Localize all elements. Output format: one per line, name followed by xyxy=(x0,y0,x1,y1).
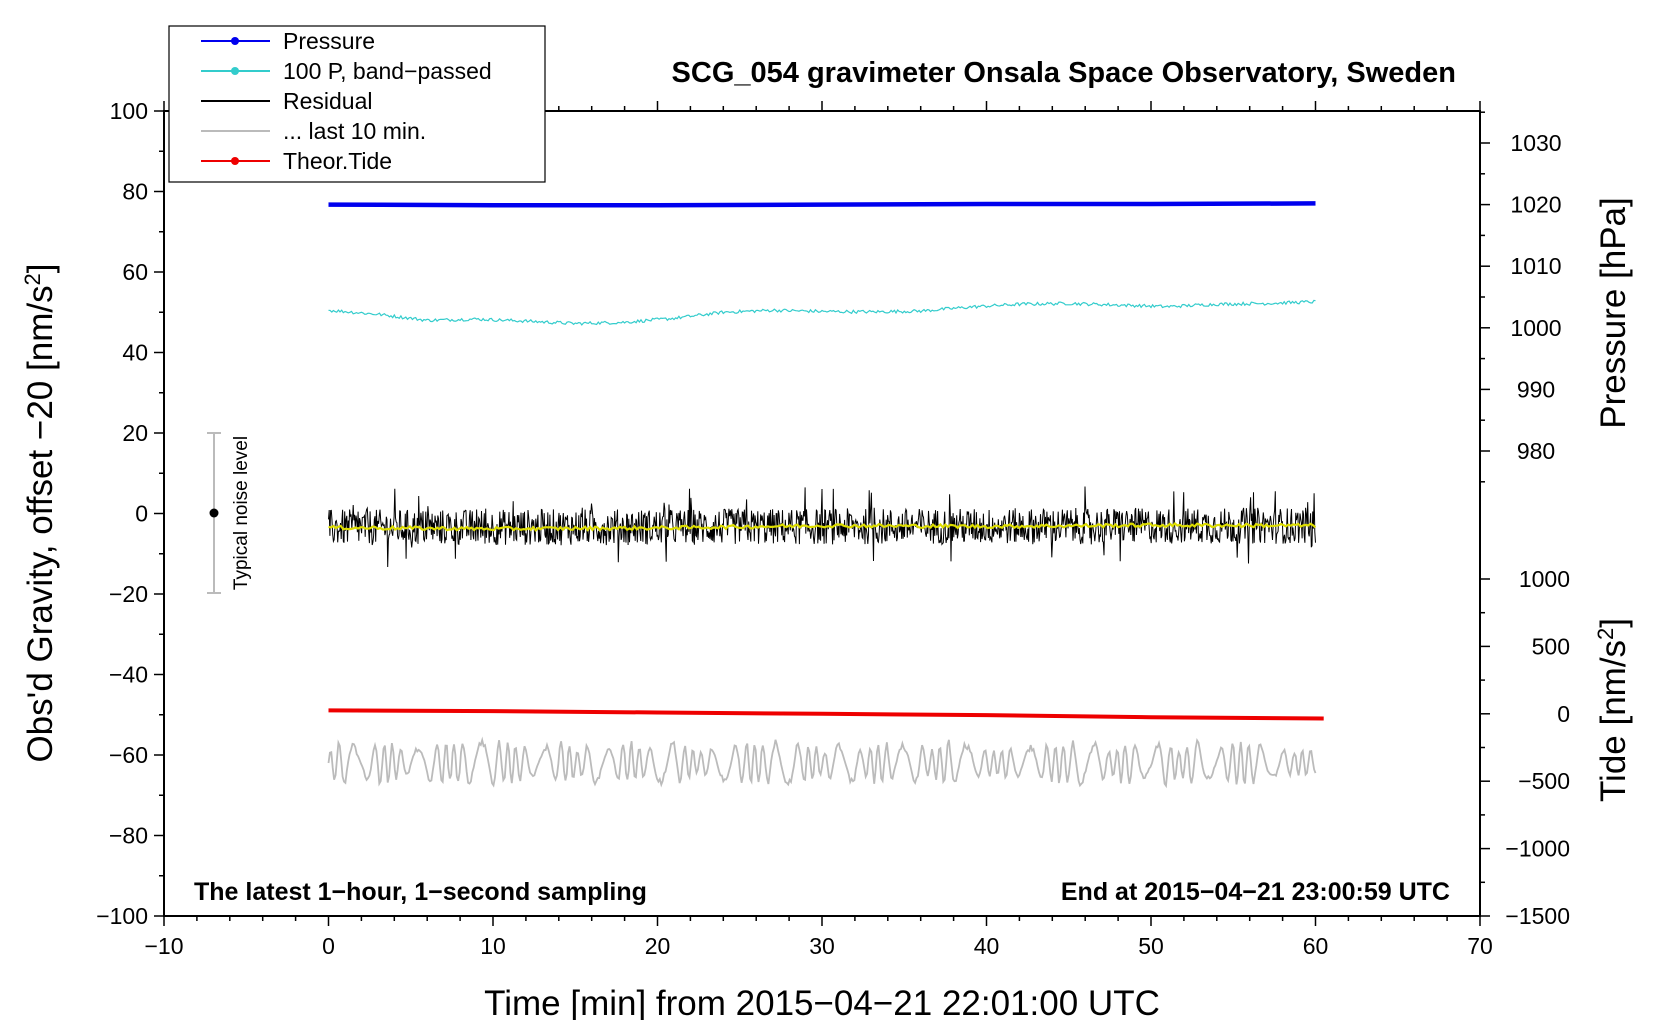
chart-title: SCG_054 gravimeter Onsala Space Observat… xyxy=(672,57,1456,89)
legend-marker xyxy=(231,157,239,165)
y-tick-label: 20 xyxy=(122,420,148,446)
noise-center-dot xyxy=(209,508,219,518)
y-tick-label: 60 xyxy=(122,259,148,285)
noise-level-indicator: Typical noise level xyxy=(207,432,252,594)
x-tick-label: 70 xyxy=(1467,933,1493,959)
noise-label: Typical noise level xyxy=(231,436,252,590)
x-tick-label: 20 xyxy=(645,933,671,959)
y-tick-label: 0 xyxy=(135,501,148,527)
legend-label: Residual xyxy=(283,88,373,114)
tide-tick-label: 1000 xyxy=(1519,566,1570,592)
tide-tick-label: −1000 xyxy=(1505,836,1570,862)
legend-box xyxy=(168,25,546,183)
y-tick-label: 100 xyxy=(110,98,148,124)
y-axis-label-gravity: Obs'd Gravity, offset −20 [nm/s2] xyxy=(20,263,61,762)
legend-marker xyxy=(231,67,239,75)
series-pressure xyxy=(328,201,1316,208)
pressure-tick-label: 990 xyxy=(1517,376,1555,402)
x-axis-label: Time [min] from 2015−04−21 22:01:00 UTC xyxy=(484,984,1160,1020)
y-tick-label: −20 xyxy=(109,581,148,607)
legend: Pressure 100 P, band−passed Residual ... la… xyxy=(168,25,546,183)
legend-marker xyxy=(231,37,239,45)
series-residual-mean xyxy=(328,522,1317,533)
y-tick-label: −100 xyxy=(96,903,148,929)
series-last-10-min xyxy=(327,736,1317,789)
y-axis-label-tide-main: Tide [nm/s xyxy=(1594,640,1633,802)
annotation-end-time: End at 2015−04−21 23:00:59 UTC xyxy=(1061,878,1450,906)
y-axis-label-gravity-main: Obs'd Gravity, offset −20 [nm/s xyxy=(21,285,60,762)
y-axis-label-gravity-sup: 2 xyxy=(20,273,45,285)
pressure-tick-label: 1020 xyxy=(1510,192,1561,218)
y-tick-label: −60 xyxy=(109,742,148,768)
x-tick-label: −10 xyxy=(144,933,183,959)
pressure-tick-label: 980 xyxy=(1517,438,1555,464)
pressure-tick-label: 1030 xyxy=(1510,130,1561,156)
x-tick-label: 0 xyxy=(322,933,335,959)
tide-tick-label: 500 xyxy=(1532,633,1570,659)
x-tick-label: 10 xyxy=(480,933,506,959)
legend-label: ... last 10 min. xyxy=(283,118,426,144)
x-tick-label: 50 xyxy=(1138,933,1164,959)
y-axis-label-tide: Tide [nm/s2] xyxy=(1593,618,1634,802)
y-tick-label: 80 xyxy=(122,179,148,205)
series-band-passed-pressure xyxy=(328,299,1316,326)
y-tick-label: −80 xyxy=(109,823,148,849)
series-theoretical-tide xyxy=(328,708,1324,721)
y-tick-label: −40 xyxy=(109,662,148,688)
legend-label: Pressure xyxy=(283,28,375,54)
legend-label: Theor.Tide xyxy=(283,148,392,174)
legend-label: 100 P, band−passed xyxy=(283,58,492,84)
annotation-latest-hour: The latest 1−hour, 1−second sampling xyxy=(194,878,647,906)
y-axis-label-pressure: Pressure [hPa] xyxy=(1594,197,1633,429)
tide-tick-label: −500 xyxy=(1518,768,1570,794)
series-residual xyxy=(328,486,1316,568)
x-tick-label: 40 xyxy=(974,933,1000,959)
y-axis-label-tide-close: ] xyxy=(1594,618,1633,628)
x-tick-label: 30 xyxy=(809,933,835,959)
y-tick-label: 40 xyxy=(122,340,148,366)
x-tick-label: 60 xyxy=(1303,933,1329,959)
axis-ticks: −10 0 10 20 30 40 50 60 70−100−80−60−40−20020406… xyxy=(96,98,1570,959)
pressure-tick-label: 1000 xyxy=(1510,315,1561,341)
tide-tick-label: −1500 xyxy=(1505,903,1570,929)
y-axis-label-gravity-close: ] xyxy=(21,263,60,273)
series-layer xyxy=(327,201,1324,789)
pressure-tick-label: 1010 xyxy=(1510,253,1561,279)
y-axis-label-tide-sup: 2 xyxy=(1593,628,1618,640)
tide-tick-label: 0 xyxy=(1557,701,1570,727)
